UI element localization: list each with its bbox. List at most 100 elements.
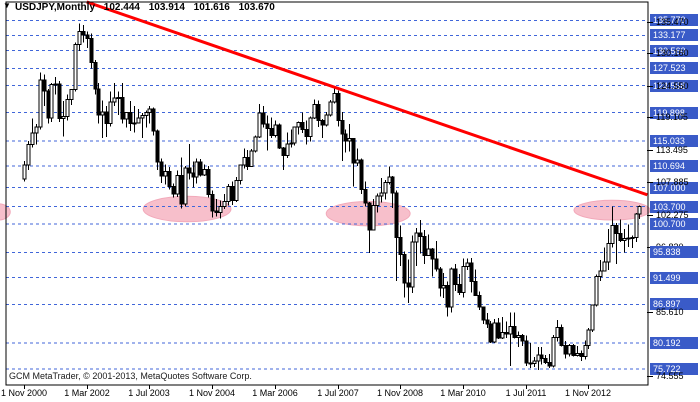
price-axis-badge: 124.558 <box>650 80 698 92</box>
candle <box>230 185 235 201</box>
candle <box>426 248 431 256</box>
candle <box>477 295 482 308</box>
candle <box>120 97 125 120</box>
chart-dropdown-arrow-icon[interactable]: ▼ <box>3 1 11 10</box>
candle <box>85 34 90 39</box>
time-axis-tick-mark <box>149 385 150 389</box>
price-axis-tick-mark <box>647 376 653 377</box>
candle <box>218 206 223 214</box>
price-axis-tick-mark <box>647 86 653 87</box>
copyright-text: GCM MetaTrader, © 2001-2013, MetaQuotes … <box>9 371 252 381</box>
price-axis-tick-label: 102.275 <box>656 210 689 220</box>
candle <box>634 213 639 238</box>
candle <box>532 360 537 365</box>
candle <box>194 161 199 178</box>
candle <box>579 353 584 358</box>
price-axis-badge: 86.897 <box>650 298 698 310</box>
candle <box>253 136 258 152</box>
candle <box>210 194 215 212</box>
candle <box>155 130 160 163</box>
candle <box>461 266 466 294</box>
price-axis-tick-mark <box>647 182 653 183</box>
candle <box>147 108 152 114</box>
candle <box>465 262 470 268</box>
candle <box>53 83 58 86</box>
candle <box>508 325 513 335</box>
candle <box>112 97 117 103</box>
candle <box>245 156 250 168</box>
candle <box>320 120 325 126</box>
candle <box>61 116 66 119</box>
candle <box>42 79 47 92</box>
candle <box>261 112 266 125</box>
candle <box>116 97 121 100</box>
time-axis-tick-mark <box>212 385 213 389</box>
price-axis-badge: 75.722 <box>650 363 698 375</box>
candle <box>340 120 345 135</box>
candle <box>504 332 509 335</box>
candle <box>292 126 297 144</box>
candle <box>183 167 188 205</box>
price-axis-tick-label: 74.555 <box>656 371 684 381</box>
candle <box>614 224 619 234</box>
candle <box>555 327 560 338</box>
candle <box>367 202 372 231</box>
candle <box>449 268 454 308</box>
price-axis-tick-mark <box>647 53 653 54</box>
candle <box>422 235 427 256</box>
price-axis-badge: 119.898 <box>650 107 698 119</box>
candle <box>296 121 301 128</box>
candle <box>198 161 203 176</box>
candle <box>65 98 70 118</box>
price-axis-badge: 80.192 <box>650 337 698 349</box>
candle <box>140 115 145 119</box>
candle <box>398 236 403 255</box>
title-low: 101.616 <box>193 2 230 13</box>
trendline[interactable] <box>86 0 648 197</box>
candle <box>49 84 54 119</box>
candle <box>336 92 341 122</box>
price-axis-tick-label: 124.550 <box>656 81 689 91</box>
candle <box>563 345 568 355</box>
time-axis-tick-mark <box>275 385 276 389</box>
time-axis-label: 1 Mar 2002 <box>64 388 110 398</box>
candle <box>438 268 443 289</box>
candle <box>430 248 435 260</box>
candle <box>594 275 599 306</box>
candle <box>175 174 180 195</box>
candle <box>69 88 74 100</box>
time-axis-label: 1 Nov 2004 <box>188 388 236 398</box>
candle <box>567 345 572 355</box>
price-axis-badge: 91.499 <box>650 272 698 284</box>
candle <box>89 37 94 64</box>
title-open: 102.444 <box>103 2 140 13</box>
candle <box>73 44 78 90</box>
time-axis-tick-mark <box>24 385 25 389</box>
candle <box>469 262 474 283</box>
candle <box>265 123 270 129</box>
candle <box>441 285 446 289</box>
candle <box>100 111 105 116</box>
candle <box>626 237 631 240</box>
candle <box>289 142 294 145</box>
candle <box>171 185 176 195</box>
time-axis-label: 1 Nov 2012 <box>564 388 612 398</box>
candle <box>434 258 439 270</box>
candle <box>277 124 282 149</box>
price-axis-tick-mark <box>647 150 653 151</box>
candle <box>257 112 262 138</box>
candle <box>159 161 164 177</box>
candle <box>222 200 227 208</box>
candle <box>77 30 82 46</box>
price-axis-tick-label: 119.105 <box>656 112 688 122</box>
highlight-ellipse[interactable] <box>0 203 11 221</box>
candle <box>363 188 368 204</box>
candle <box>516 335 521 338</box>
candle <box>583 345 588 358</box>
candle <box>410 241 415 288</box>
candle <box>343 133 348 142</box>
candle <box>324 114 329 126</box>
candle <box>57 83 62 119</box>
candle <box>281 147 286 157</box>
